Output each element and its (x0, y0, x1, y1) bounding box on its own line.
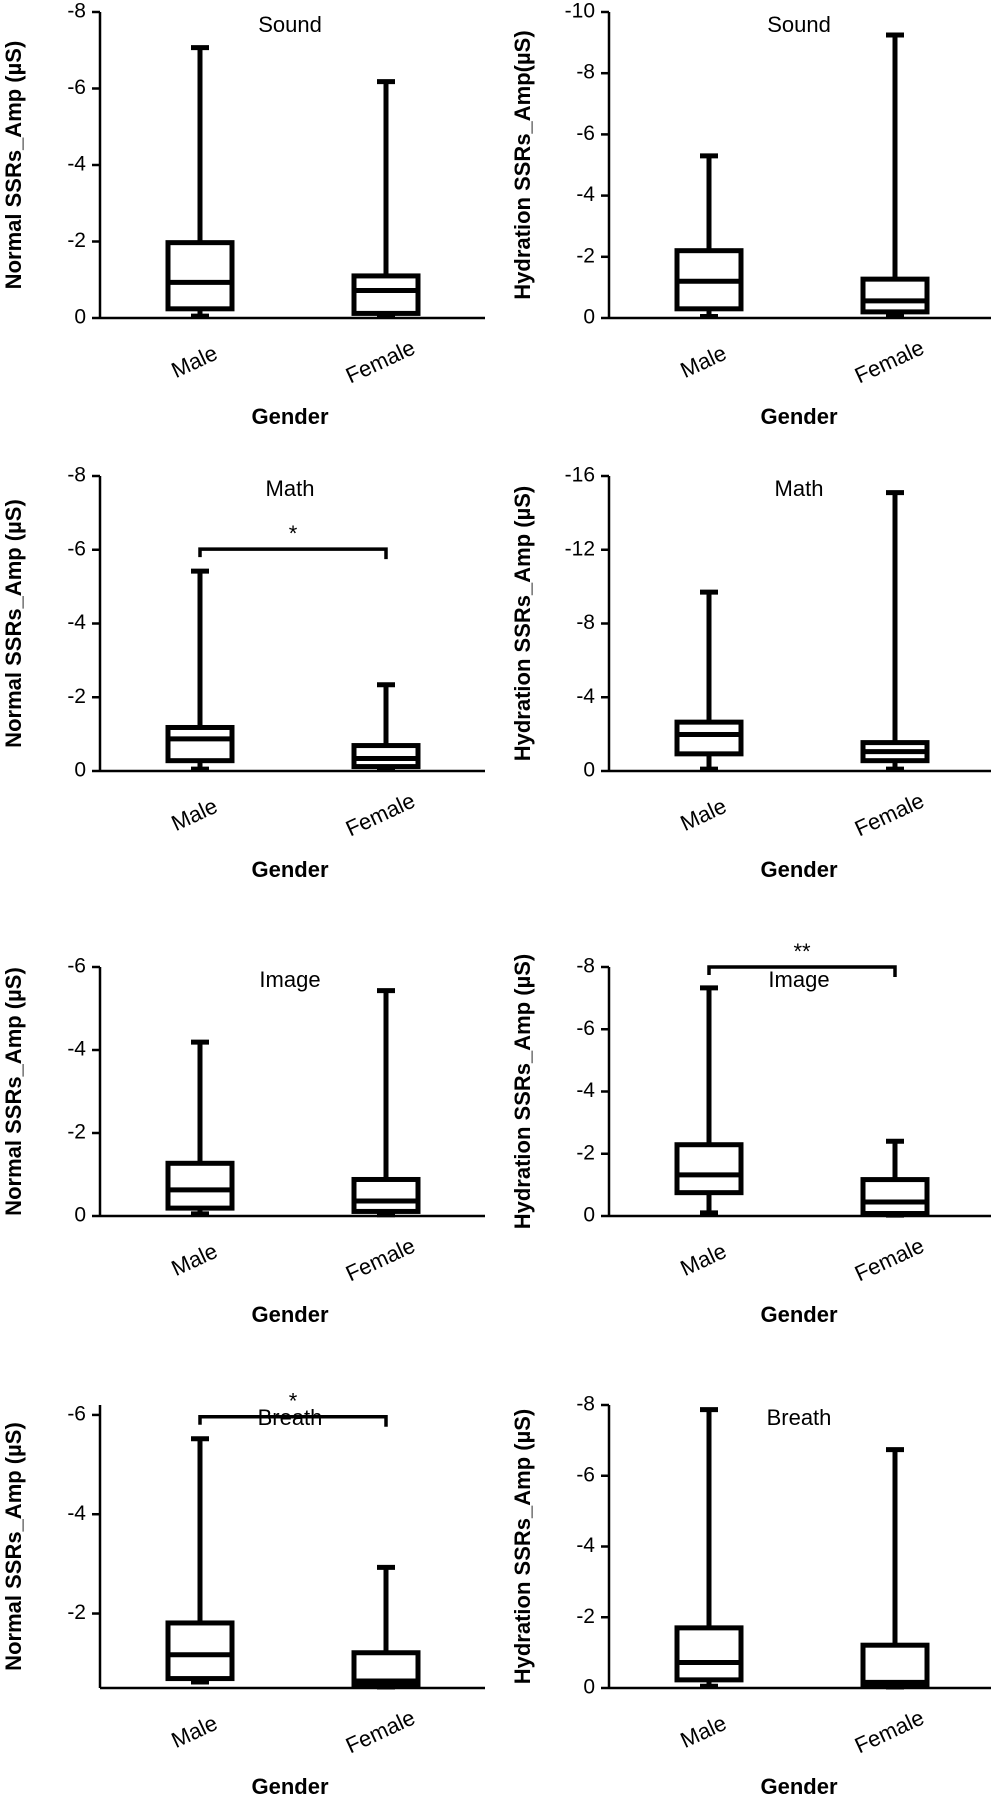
y-axis-label: Normal SSRs_Amp (µS) (1, 41, 26, 290)
y-tick-label: -8 (576, 1393, 595, 1416)
box (165, 1160, 235, 1211)
y-axis-label: Hydration SSRs_Amp(µS) (510, 30, 535, 299)
x-tick-label: Female (342, 1233, 419, 1287)
x-axis-label: Gender (251, 857, 328, 882)
x-tick-label: Female (851, 335, 928, 389)
y-axis-label: Normal SSRs_Amp (µS) (1, 499, 26, 748)
x-axis-label: Gender (760, 857, 837, 882)
significance-bracket (198, 547, 388, 560)
y-tick-label: -8 (67, 464, 86, 487)
box (165, 1620, 235, 1682)
x-tick-label: Male (676, 1710, 730, 1753)
y-tick-label: -2 (67, 229, 86, 252)
y-tick-label: -4 (67, 611, 86, 634)
chart-title: Math (775, 476, 824, 501)
box (351, 1176, 421, 1214)
y-tick-label: -4 (576, 685, 595, 708)
x-axis-label: Gender (760, 404, 837, 429)
y-tick-label: -8 (576, 955, 595, 978)
y-tick-label: -12 (565, 537, 595, 560)
box (674, 1625, 744, 1683)
y-tick-label: -4 (576, 1534, 595, 1557)
significance-bracket (707, 965, 897, 977)
y-tick-label: -2 (67, 1601, 86, 1624)
x-tick-label: Female (342, 335, 419, 389)
y-axis-label: Hydration SSRs_Amp (µS) (510, 954, 535, 1230)
box (165, 240, 235, 312)
y-tick-label: 0 (583, 1676, 595, 1699)
y-tick-label: -2 (67, 685, 86, 708)
y-axis-label: Hydration SSRs_Amp (µS) (510, 486, 535, 762)
x-tick-label: Female (851, 1233, 928, 1287)
chart-title: Sound (767, 12, 831, 37)
box (351, 273, 421, 316)
x-tick-label: Male (167, 793, 221, 836)
y-tick-label: -2 (576, 244, 595, 267)
box (860, 1642, 930, 1689)
y-tick-label: -6 (67, 955, 86, 978)
y-tick-label: -8 (67, 0, 86, 23)
y-axis-label: Hydration SSRs_Amp (µS) (510, 1409, 535, 1685)
y-tick-label: -6 (576, 1463, 595, 1486)
y-tick-label: -4 (67, 1038, 86, 1061)
box (860, 276, 930, 315)
chart-title: Math (266, 476, 315, 501)
significance-bracket (198, 1415, 388, 1427)
y-tick-label: 0 (583, 1204, 595, 1227)
y-tick-label: -4 (67, 153, 86, 176)
x-axis-label: Gender (251, 404, 328, 429)
x-tick-label: Male (167, 340, 221, 383)
y-tick-label: 0 (74, 1204, 86, 1227)
y-tick-label: -4 (67, 1502, 86, 1525)
chart-title: Image (259, 967, 320, 992)
y-axis-label: Normal SSRs_Amp (µS) (1, 1422, 26, 1671)
y-tick-label: -6 (576, 122, 595, 145)
x-tick-label: Female (851, 788, 928, 842)
significance-label: ** (793, 939, 811, 964)
y-tick-label: -6 (67, 537, 86, 560)
box (165, 724, 235, 764)
chart-title: Sound (258, 12, 322, 37)
y-tick-label: 0 (74, 306, 86, 329)
y-tick-label: -4 (576, 1079, 595, 1102)
x-tick-label: Female (342, 1705, 419, 1759)
x-tick-label: Male (167, 1710, 221, 1753)
box (674, 1142, 744, 1196)
box (674, 719, 744, 757)
y-tick-label: -8 (576, 611, 595, 634)
y-tick-label: -6 (67, 76, 86, 99)
y-tick-label: -4 (576, 183, 595, 206)
x-tick-label: Male (676, 340, 730, 383)
y-tick-label: 0 (74, 759, 86, 782)
x-axis-label: Gender (251, 1774, 328, 1794)
significance-label: * (289, 521, 298, 546)
y-tick-label: -10 (565, 0, 595, 23)
chart-title: Breath (767, 1405, 832, 1430)
y-tick-label: 0 (583, 306, 595, 329)
y-tick-label: -2 (576, 1605, 595, 1628)
x-axis-label: Gender (760, 1302, 837, 1327)
x-tick-label: Female (342, 788, 419, 842)
x-tick-label: Male (676, 1238, 730, 1281)
y-tick-label: -8 (576, 61, 595, 84)
y-tick-label: -2 (576, 1141, 595, 1164)
y-tick-label: 0 (583, 759, 595, 782)
y-tick-label: -16 (565, 464, 595, 487)
box (860, 1177, 930, 1217)
y-axis-label: Normal SSRs_Amp (µS) (1, 967, 26, 1216)
y-tick-label: -6 (67, 1402, 86, 1425)
chart-title: Image (768, 967, 829, 992)
x-tick-label: Male (676, 793, 730, 836)
y-tick-label: -2 (67, 1121, 86, 1144)
x-axis-label: Gender (251, 1302, 328, 1327)
significance-label: * (289, 1389, 298, 1414)
x-tick-label: Male (167, 1238, 221, 1281)
y-tick-label: -6 (576, 1017, 595, 1040)
x-tick-label: Female (851, 1705, 928, 1759)
x-axis-label: Gender (760, 1774, 837, 1794)
